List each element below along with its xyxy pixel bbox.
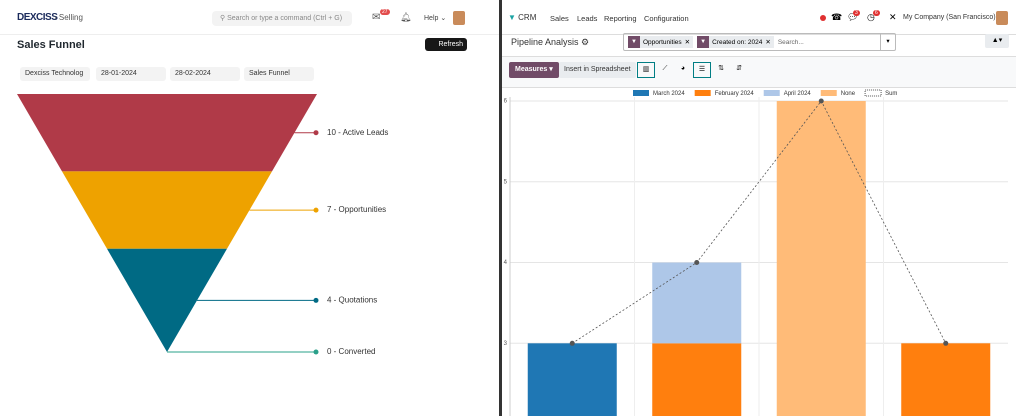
phone-icon[interactable]: ☎ [831,12,843,22]
legend-label: March 2024 [653,91,685,97]
sum-point [569,340,575,346]
help-menu[interactable]: Help ⌄ [424,15,447,22]
y-tick-label: 5 [504,179,508,185]
insert-button[interactable]: Insert in Spreadsheet [559,62,636,78]
measures-button[interactable]: Measures ▾ [509,62,559,78]
facet[interactable]: ▼ Created on: 2024 ✕ [697,36,774,48]
connector-dot [313,349,319,355]
breadcrumb-text[interactable]: Selling [58,13,83,22]
menu-item[interactable]: Reporting [604,14,637,23]
connector-dot [313,297,319,303]
sum-point [943,340,949,346]
odoo-navbar [502,0,1016,35]
tools-icon[interactable]: ✕ [889,12,897,22]
funnel-segment [107,248,227,352]
menu-item[interactable]: Configuration [644,14,689,23]
legend-swatch [763,90,780,96]
view-switch[interactable]: ▲▾ [985,34,1009,48]
y-tick-label: 3 [504,341,508,347]
legend-swatch [820,90,837,96]
bell[interactable]: 🔔︎ [400,12,412,22]
facet-text: Created on: 2024 [712,38,763,46]
funnel-segment [17,94,317,172]
facets: ▼ Opportunities ✕ ▼ Created on: 2024 ✕ Search.… [628,36,804,48]
filter-field[interactable]: Sales Funnel [244,67,314,81]
sort-asc-button[interactable]: ⇵ [736,65,742,72]
activity-badge: 6 [873,10,880,16]
app-name[interactable]: ▼ CRM [508,13,537,22]
facet-icon: ▼ [628,36,640,48]
pie-button[interactable]: ◕ [680,65,686,72]
sort-desc-button[interactable]: ⇅ [718,65,724,72]
right-panel: ▼ CRM Sales Leads Reporting Configuration ☎… [502,0,1016,416]
bar [527,343,617,416]
line-button[interactable]: ⟋ [662,65,668,72]
funnel-segment [62,171,272,249]
facet-text: Opportunities [643,38,682,46]
connector-dot [313,207,319,213]
bar [652,343,742,416]
status-dot [820,15,826,21]
bar-button[interactable]: ▥ [637,62,655,78]
funnel-label: 7 - Opportunities [327,205,386,214]
page-title: Sales Funnel [17,39,85,51]
chat-icon[interactable]: 💬︎ [847,12,859,22]
divider [499,0,502,416]
search-box[interactable]: ▼ Opportunities ✕ ▼ Created on: 2024 ✕ Search.… [623,33,896,51]
search-bar[interactable]: ⚲ Search or type a command (Ctrl + G) [212,11,352,26]
stack-button[interactable]: ☰ [693,62,711,78]
y-tick-label: 4 [504,260,508,266]
view-title: Pipeline Analysis ⚙ [511,37,590,47]
sum-point [818,98,824,104]
legend-label: February 2024 [715,91,755,97]
legend-swatch [694,90,711,96]
user-avatar[interactable] [996,11,1008,25]
chart-type-buttons: ▥ ⟋ ◕ ☰ ⇅ ⇵ [637,62,747,78]
filter-field[interactable]: Dexciss Technolog [20,67,90,81]
company[interactable]: My Company (San Francisco) [903,14,996,21]
help-text[interactable]: Help [424,15,439,22]
legend-label: April 2024 [784,91,812,97]
legend-label: None [841,91,856,97]
y-tick-label: 6 [504,99,508,105]
menu-item[interactable]: Sales [550,14,569,23]
sum-line [572,100,947,344]
measures-text[interactable]: Measures [515,66,548,73]
funnel-label: 0 - Converted [327,347,375,356]
breadcrumb[interactable]: › Selling [54,13,83,22]
search-input[interactable]: Search... [777,38,804,46]
connector-dot [313,130,319,136]
logo[interactable]: DEXCISS [17,12,58,23]
app-title[interactable]: CRM [518,13,537,22]
filter-field[interactable]: 28-02-2024 [170,67,240,81]
menu-item[interactable]: Leads [577,14,598,23]
left-panel: DEXCISS › Selling ⚲ Search or type a com… [0,0,500,416]
legend-swatch [633,90,649,96]
bar [652,262,742,344]
sum-point [694,260,700,266]
filter-field[interactable]: 28-01-2024 [96,67,166,81]
search-placeholder: Search or type a command (Ctrl + G) [227,15,343,22]
facet-icon: ▼ [697,36,710,48]
bar [776,101,866,416]
avatar[interactable] [453,11,465,25]
activity-icon[interactable]: ◷ [867,12,875,22]
funnel-label: 4 - Quotations [327,296,377,305]
facet[interactable]: ▼ Opportunities ✕ [628,36,694,48]
view-title-text: Pipeline Analysis [511,37,579,47]
navbar [0,0,500,35]
search-caret[interactable]: ▾ [880,34,895,50]
chat-badge: 3 [853,10,860,16]
legend-swatch [864,89,882,97]
refresh-button[interactable]: Refresh [425,38,467,51]
legend-label: Sum [885,91,897,97]
bar [901,343,991,416]
facet-remove[interactable]: ✕ [765,39,771,46]
notifications[interactable]: ✉ [372,12,381,23]
notification-badge: 27 [380,9,390,15]
funnel-label: 10 - Active Leads [327,128,388,137]
facet-remove[interactable]: ✕ [684,39,691,46]
